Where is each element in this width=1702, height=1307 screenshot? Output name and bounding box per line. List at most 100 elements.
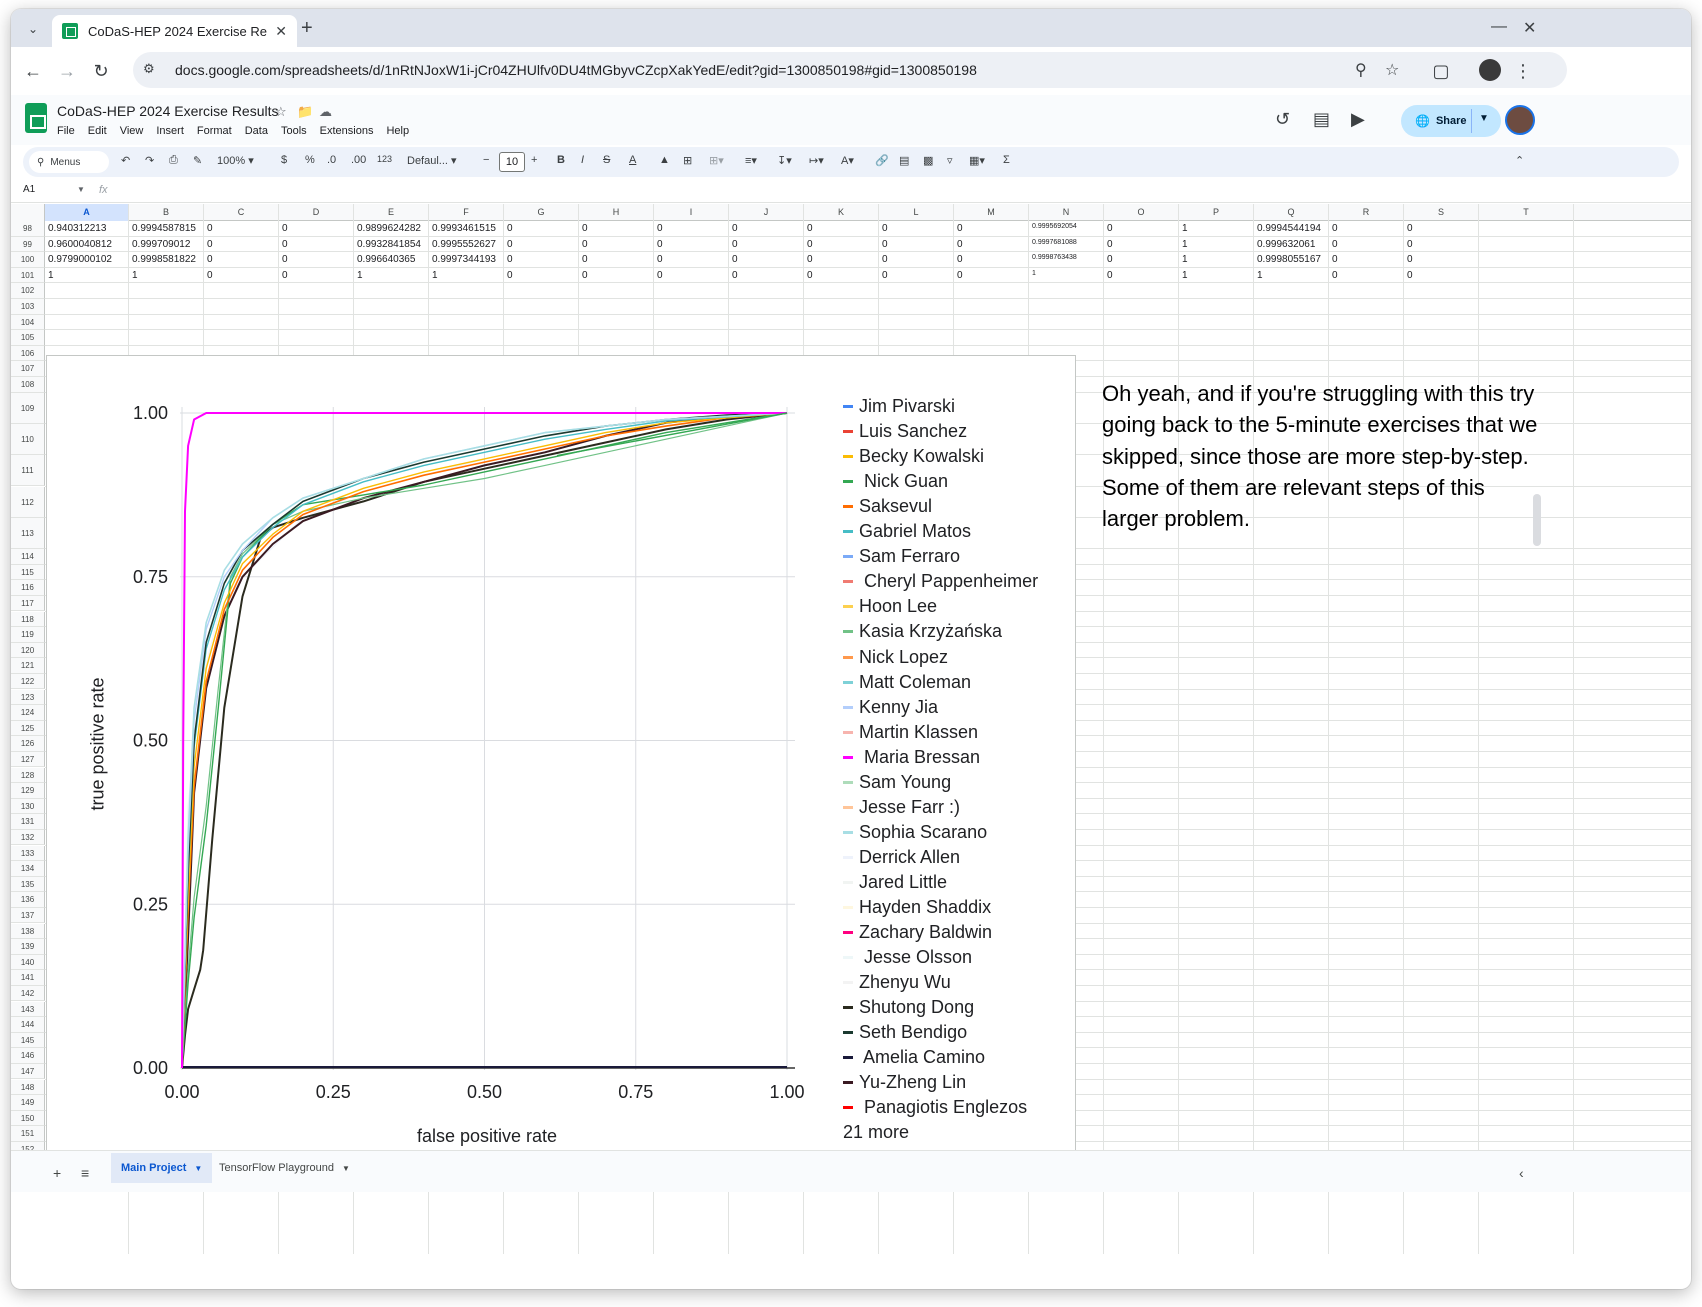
menu-view[interactable]: View <box>119 125 144 137</box>
row-header-126[interactable]: 126 <box>11 736 45 752</box>
legend-item[interactable]: Sam Young <box>843 770 951 795</box>
cell-e98[interactable]: 0.9899624282 <box>357 223 421 234</box>
cell-a98[interactable]: 0.940312213 <box>48 223 107 234</box>
row-header-124[interactable]: 124 <box>11 705 45 721</box>
row-header-103[interactable]: 103 <box>11 299 45 315</box>
legend-item[interactable]: Yu-Zheng Lin <box>843 1070 966 1095</box>
cell-b100[interactable]: 0.9998581822 <box>132 254 196 266</box>
cell-c101[interactable]: 0 <box>207 269 213 281</box>
vertical-scrollbar[interactable] <box>1533 494 1541 546</box>
cell-f99[interactable]: 0.9995552627 <box>432 238 496 250</box>
cell-n101[interactable]: 1 <box>1032 269 1036 277</box>
row-header-147[interactable]: 147 <box>11 1063 45 1080</box>
row-header-138[interactable]: 138 <box>11 923 45 940</box>
row-header-122[interactable]: 122 <box>11 673 45 690</box>
cell-p98[interactable]: 1 <box>1182 223 1188 234</box>
column-header-b[interactable]: B <box>129 204 204 221</box>
legend-item[interactable]: Jim Pivarski <box>843 394 955 419</box>
column-header-e[interactable]: E <box>354 204 429 221</box>
row-header-143[interactable]: 143 <box>11 1001 45 1018</box>
percent-button[interactable]: % <box>305 154 315 166</box>
row-header-151[interactable]: 151 <box>11 1126 45 1142</box>
cell-r101[interactable]: 0 <box>1332 269 1338 281</box>
cell-k98[interactable]: 0 <box>807 223 813 234</box>
bold-button[interactable]: B <box>557 154 565 166</box>
site-info-icon[interactable]: ⚙ <box>143 61 155 76</box>
cell-h99[interactable]: 0 <box>582 238 588 250</box>
minimize-icon[interactable]: — <box>1491 18 1507 35</box>
menu-insert[interactable]: Insert <box>156 125 184 137</box>
cell-h100[interactable]: 0 <box>582 254 588 266</box>
legend-item[interactable]: Becky Kowalski <box>843 444 984 469</box>
cell-n99[interactable]: 0.9997681088 <box>1032 238 1077 246</box>
text-rotation-icon[interactable]: A▾ <box>841 155 854 167</box>
cell-f98[interactable]: 0.9993461515 <box>432 223 496 234</box>
cell-h101[interactable]: 0 <box>582 269 588 281</box>
cell-m98[interactable]: 0 <box>957 223 963 234</box>
cell-m100[interactable]: 0 <box>957 254 963 266</box>
cell-j98[interactable]: 0 <box>732 223 738 234</box>
star-icon[interactable]: ☆ <box>275 104 287 119</box>
row-header-141[interactable]: 141 <box>11 970 45 986</box>
fill-color-icon[interactable]: ▲ <box>659 154 670 166</box>
cell-m99[interactable]: 0 <box>957 238 963 250</box>
legend-item[interactable]: Zachary Baldwin <box>843 920 992 945</box>
increase-decimal-button[interactable]: .00 <box>351 154 367 166</box>
row-header-149[interactable]: 149 <box>11 1095 45 1111</box>
column-header-j[interactable]: J <box>729 204 804 221</box>
zoom-select[interactable]: 100% ▾ <box>217 155 254 167</box>
legend-item[interactable]: Seth Bendigo <box>843 1020 967 1045</box>
cell-r99[interactable]: 0 <box>1332 238 1338 250</box>
cell-g99[interactable]: 0 <box>507 238 513 250</box>
profile-avatar[interactable] <box>1479 59 1501 81</box>
text-color-icon[interactable]: A <box>629 154 637 166</box>
chevron-down-icon[interactable]: ▼ <box>1479 113 1489 124</box>
cell-e101[interactable]: 1 <box>357 269 363 281</box>
menu-search[interactable]: ⚲ Menus <box>29 151 109 173</box>
functions-icon[interactable]: Σ <box>1003 154 1010 166</box>
legend-item[interactable]: Gabriel Matos <box>843 519 971 544</box>
cell-c99[interactable]: 0 <box>207 238 213 250</box>
row-header-127[interactable]: 127 <box>11 751 45 768</box>
legend-more-link[interactable]: 21 more <box>843 1122 910 1143</box>
column-header-c[interactable]: C <box>204 204 279 221</box>
close-window-icon[interactable]: ✕ <box>1523 20 1537 37</box>
version-history-icon[interactable]: ↺ <box>1275 109 1291 129</box>
legend-item[interactable]: Shutong Dong <box>843 995 974 1020</box>
row-header-107[interactable]: 107 <box>11 361 45 377</box>
font-size-input[interactable]: 10 <box>499 152 525 172</box>
chevron-down-icon[interactable]: ▼ <box>194 1163 203 1173</box>
cloud-status-icon[interactable]: ☁ <box>319 104 332 119</box>
legend-item[interactable]: Hoon Lee <box>843 594 937 619</box>
merge-cells-icon[interactable]: ⊞▾ <box>709 155 724 167</box>
cell-a100[interactable]: 0.9799000102 <box>48 254 112 266</box>
cell-o98[interactable]: 0 <box>1107 223 1113 234</box>
reload-icon[interactable]: ↻ <box>93 61 109 81</box>
column-header-o[interactable]: O <box>1104 204 1179 221</box>
cell-n98[interactable]: 0.9995692054 <box>1032 223 1077 230</box>
cell-e99[interactable]: 0.9932841854 <box>357 238 421 250</box>
cell-i98[interactable]: 0 <box>657 223 663 234</box>
cell-h98[interactable]: 0 <box>582 223 588 234</box>
cell-r100[interactable]: 0 <box>1332 254 1338 266</box>
column-header-q[interactable]: Q <box>1254 204 1329 221</box>
menu-data[interactable]: Data <box>244 125 268 137</box>
forward-icon[interactable]: → <box>58 61 76 81</box>
cell-o101[interactable]: 0 <box>1107 269 1113 281</box>
tab-search-icon[interactable]: ⌄ <box>27 22 39 36</box>
cell-r98[interactable]: 0 <box>1332 223 1338 234</box>
font-size-increase[interactable]: + <box>531 154 538 166</box>
menu-file[interactable]: File <box>57 125 75 137</box>
row-header-123[interactable]: 123 <box>11 689 45 706</box>
new-tab-icon[interactable]: + <box>301 17 313 39</box>
decrease-decimal-button[interactable]: .0 <box>327 154 337 166</box>
column-header-i[interactable]: I <box>654 204 729 221</box>
row-header-120[interactable]: 120 <box>11 642 45 659</box>
row-header-101[interactable]: 101 <box>11 267 45 284</box>
cell-g98[interactable]: 0 <box>507 223 513 234</box>
row-header-137[interactable]: 137 <box>11 907 45 924</box>
cell-m101[interactable]: 0 <box>957 269 963 281</box>
font-select[interactable]: Defaul... ▾ <box>407 155 457 167</box>
legend-item[interactable]: Luis Sanchez <box>843 419 967 444</box>
cell-o99[interactable]: 0 <box>1107 238 1113 250</box>
